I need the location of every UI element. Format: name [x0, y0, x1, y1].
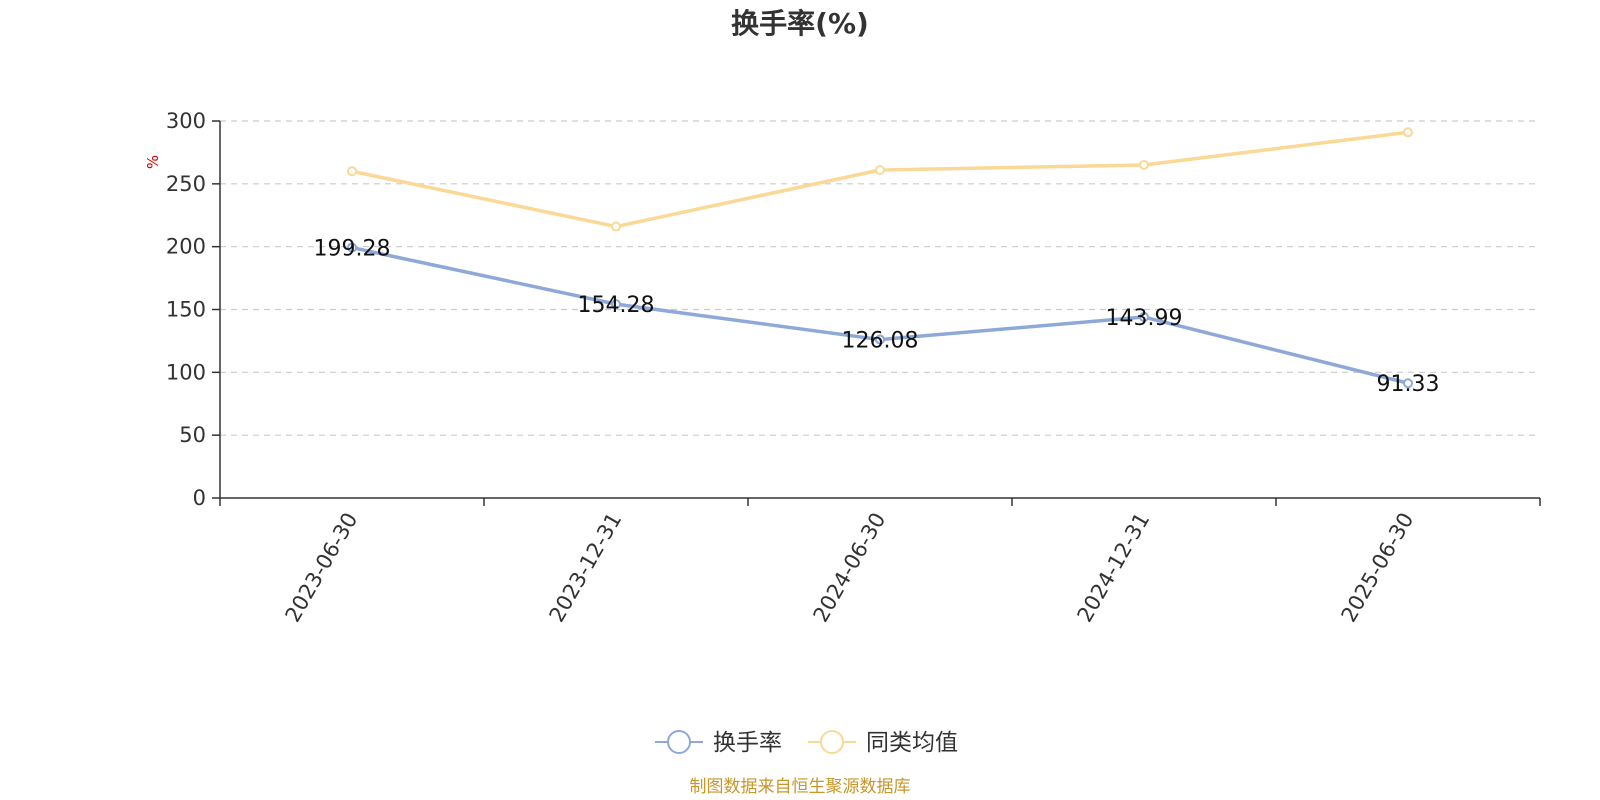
series-1-point: [347, 166, 357, 177]
data-label: 154.28: [578, 293, 655, 318]
data-labels: 199.28 154.28 126.08 143.99 91.33: [314, 237, 1440, 398]
axes: 0 50 100 150 200 250 300 2023-06-30 2023-12-31 20…: [166, 109, 1541, 627]
source-note: 制图数据来自恒生聚源数据库: [690, 777, 911, 797]
series-1-point: [1139, 159, 1149, 170]
series-0-point: [611, 299, 621, 310]
series-0-point: [875, 334, 885, 345]
series-0-point: [1403, 378, 1413, 389]
x-tick-label: 2023-12-31: [545, 509, 627, 627]
chart-title: 换手率(%): [731, 7, 869, 40]
series-0-point: [1139, 312, 1149, 323]
series-1-point: [611, 221, 621, 232]
y-tick-label: 300: [166, 109, 206, 133]
data-label: 143.99: [1106, 306, 1183, 331]
y-tick-label: 250: [166, 172, 206, 196]
legend-label-1: 同类均值: [866, 730, 958, 756]
legend-marker-0: [667, 730, 691, 754]
data-label: 126.08: [842, 329, 919, 354]
legend-marker-1: [820, 730, 844, 754]
series-1-point: [875, 165, 885, 176]
series-line-1: [351, 130, 1409, 229]
x-tick-label: 2025-06-30: [1337, 509, 1419, 627]
series-1-point: [1403, 127, 1413, 138]
x-tick-label: 2024-12-31: [1073, 509, 1155, 627]
y-axis-unit-label: %: [144, 155, 162, 169]
series-line-0: [351, 245, 1409, 385]
y-tick-label: 100: [166, 360, 206, 384]
y-tick-label: 50: [179, 423, 206, 447]
data-label: 199.28: [314, 237, 391, 262]
series-lines: [347, 127, 1413, 389]
series-0-point: [347, 242, 357, 253]
legend-label-0: 换手率: [713, 730, 782, 756]
y-tick-label: 0: [193, 486, 206, 510]
y-tick-label: 150: [166, 298, 206, 322]
y-tick-label: 200: [166, 235, 206, 259]
legend[interactable]: 换手率 同类均值: [655, 730, 958, 756]
data-label: 91.33: [1377, 372, 1440, 397]
x-tick-label: 2024-06-30: [809, 509, 891, 627]
x-tick-label: 2023-06-30: [281, 509, 363, 627]
grid-lines: [220, 120, 1540, 436]
